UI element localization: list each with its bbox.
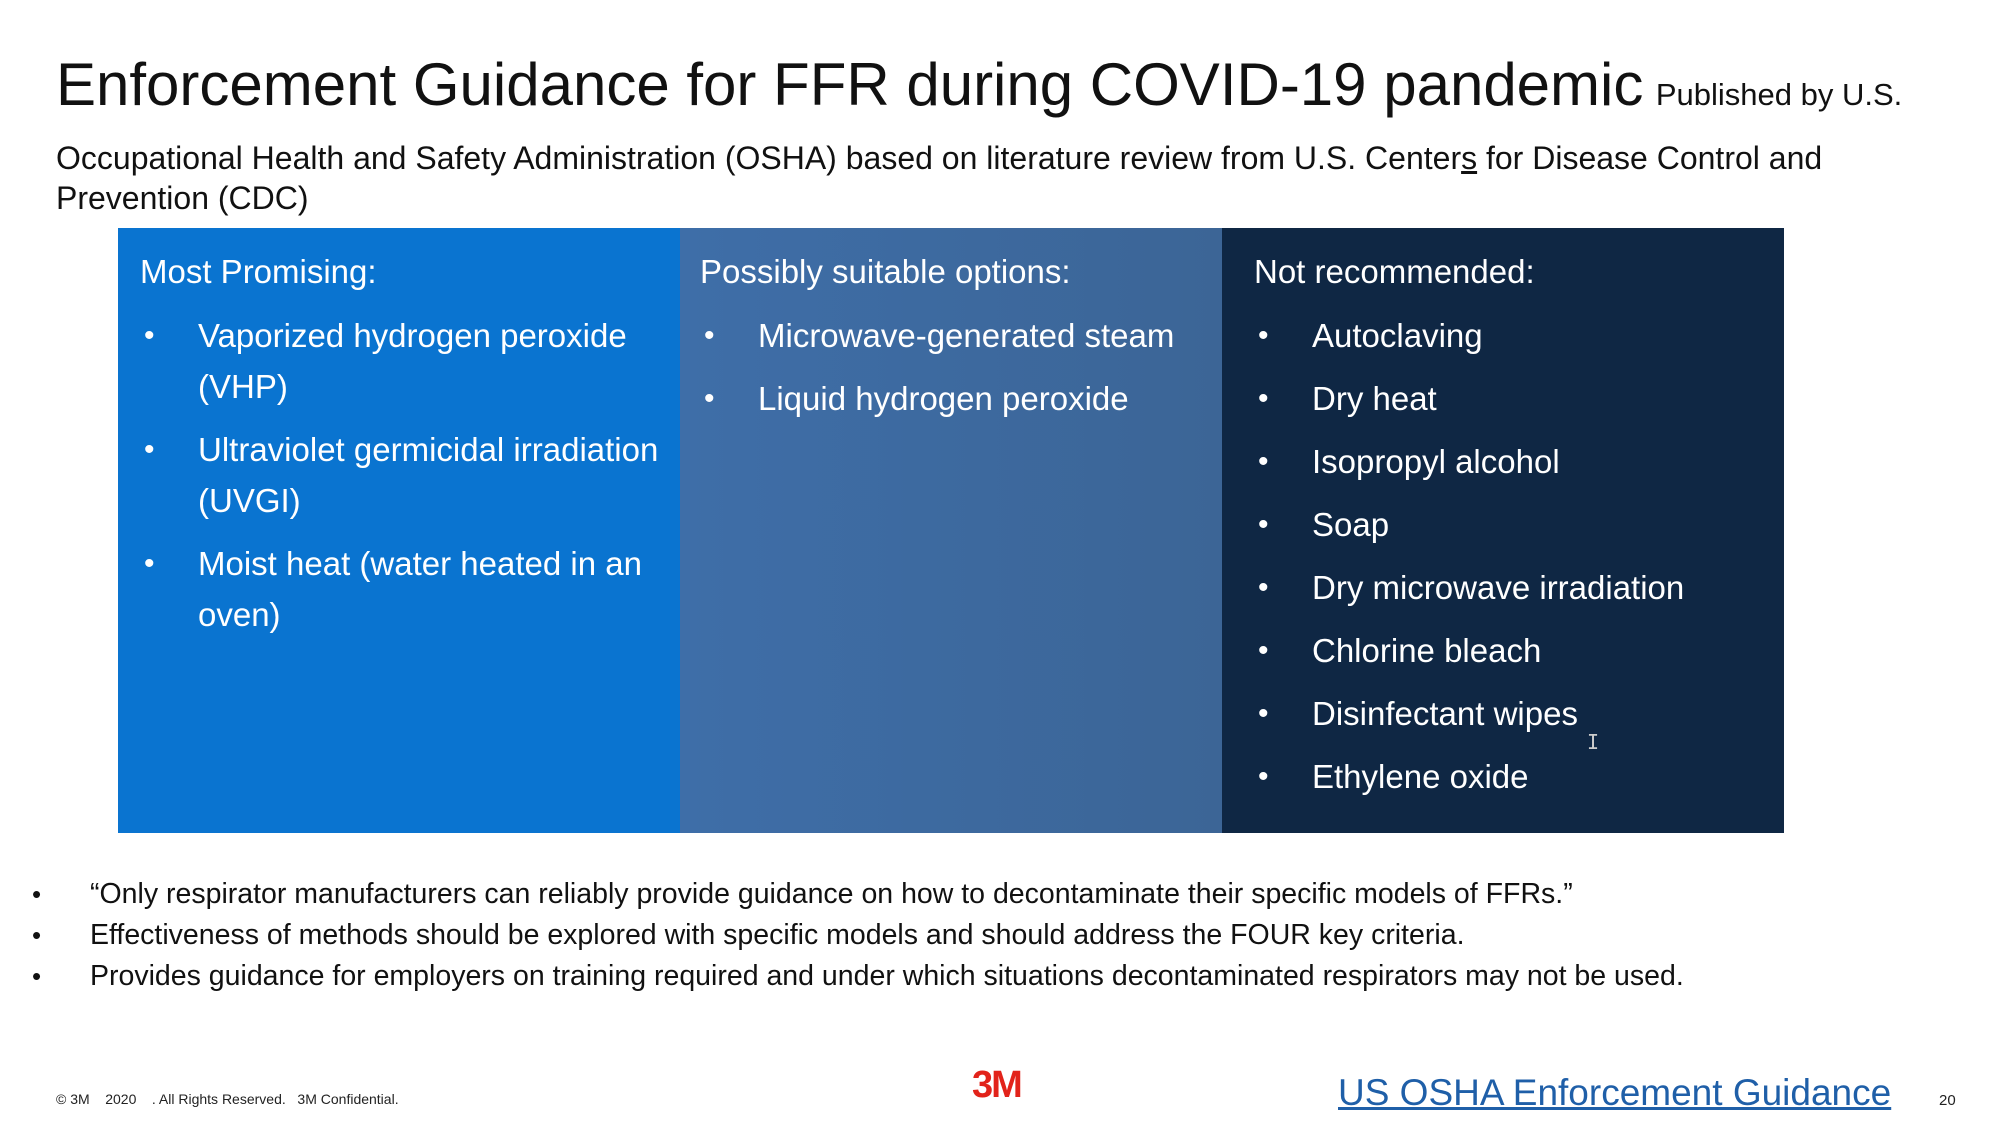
list-item-text: Isopropyl alcohol	[1312, 443, 1560, 480]
list-item: • Chlorine bleach	[1254, 625, 1764, 676]
panel-list: • Microwave-generated steam • Liquid hydro…	[700, 310, 1202, 424]
bullet-icon: •	[1258, 697, 1269, 730]
subtitle-part2: for Disease Control and Prevention (CDC)	[56, 140, 1823, 216]
subtitle-underlined: s	[1461, 140, 1478, 176]
list-item: • Microwave-generated steam	[700, 310, 1202, 361]
panel-heading: Possibly suitable options:	[700, 253, 1071, 290]
slide-subtitle: Occupational Health and Safety Administr…	[56, 138, 1916, 218]
bullet-icon: •	[704, 319, 715, 352]
title-line: Enforcement Guidance for FFR during COVI…	[56, 48, 1966, 138]
panel-not-recommended: Not recommended: • Autoclaving • Dry heat …	[1222, 228, 1784, 833]
text-cursor-icon: I	[1587, 730, 1600, 754]
3m-logo: 3M	[972, 1064, 1023, 1106]
bullet-icon: •	[704, 382, 715, 415]
bullet-icon: •	[1258, 508, 1269, 541]
note-item: • Provides guidance for employers on trai…	[30, 956, 1930, 997]
list-item: • Dry heat	[1254, 373, 1764, 424]
list-item: • Disinfectant wipes	[1254, 688, 1764, 739]
panel-list: • Autoclaving • Dry heat • Isopropyl alcoho…	[1254, 310, 1764, 802]
bullet-icon: •	[32, 920, 42, 950]
list-item-text: Dry microwave irradiation	[1312, 569, 1685, 606]
panel-list: • Vaporized hydrogen peroxide (VHP) • Ultr…	[140, 310, 660, 640]
page-number: 20	[1939, 1092, 1956, 1109]
slide-title: Enforcement Guidance for FFR during COVI…	[56, 51, 1644, 118]
bullet-icon: •	[1258, 382, 1269, 415]
osha-guidance-link[interactable]: US OSHA Enforcement Guidance	[1338, 1072, 1892, 1113]
list-item: • Ultraviolet germicidal irradiation (UVG…	[140, 424, 660, 526]
note-text: Effectiveness of methods should be explo…	[90, 919, 1465, 951]
list-item-text: Moist heat (water heated in an oven)	[198, 545, 642, 633]
list-item-text: Ethylene oxide	[1312, 758, 1529, 795]
slide-header: Enforcement Guidance for FFR during COVI…	[56, 48, 1966, 218]
list-item-text: Dry heat	[1312, 380, 1437, 417]
bullet-icon: •	[1258, 634, 1269, 667]
panel-heading: Not recommended:	[1254, 253, 1535, 290]
note-item: • Effectiveness of methods should be expl…	[30, 915, 1930, 956]
bullet-icon: •	[144, 547, 155, 580]
bullet-icon: •	[1258, 571, 1269, 604]
bullet-icon: •	[144, 433, 155, 466]
panel-most-promising: Most Promising: • Vaporized hydrogen pero…	[118, 228, 680, 833]
list-item: • Moist heat (water heated in an oven)	[140, 538, 660, 640]
list-item-text: Autoclaving	[1312, 317, 1483, 354]
bullet-icon: •	[32, 879, 42, 909]
notes-list: • “Only respirator manufacturers can reli…	[30, 874, 1930, 997]
list-item: • Liquid hydrogen peroxide	[700, 373, 1202, 424]
subtitle-part1: Occupational Health and Safety Administr…	[56, 140, 1462, 176]
list-item: • Ethylene oxide	[1254, 751, 1764, 802]
note-text: “Only respirator manufacturers can relia…	[90, 878, 1573, 910]
list-item: • Soap	[1254, 499, 1764, 550]
list-item-text: Disinfectant wipes	[1312, 695, 1578, 732]
panel-heading: Most Promising:	[140, 253, 377, 290]
note-item: • “Only respirator manufacturers can reli…	[30, 874, 1930, 915]
list-item: • Autoclaving	[1254, 310, 1764, 361]
list-item: • Isopropyl alcohol	[1254, 436, 1764, 487]
bullet-icon: •	[32, 961, 42, 991]
bullet-icon: •	[1258, 319, 1269, 352]
bullet-icon: •	[144, 319, 155, 352]
list-item: • Vaporized hydrogen peroxide (VHP)	[140, 310, 660, 412]
bullet-icon: •	[1258, 760, 1269, 793]
list-item-text: Ultraviolet germicidal irradiation (UVGI…	[198, 431, 659, 519]
panel-possibly-suitable: Possibly suitable options: • Microwave-ge…	[680, 228, 1222, 833]
note-text: Provides guidance for employers on train…	[90, 960, 1684, 992]
list-item-text: Soap	[1312, 506, 1390, 543]
footer-copyright: © 3M 2020 . All Rights Reserved. 3M Conf…	[56, 1091, 399, 1107]
list-item-text: Microwave-generated steam	[758, 317, 1175, 354]
bullet-icon: •	[1258, 445, 1269, 478]
list-item: • Dry microwave irradiation	[1254, 562, 1764, 613]
list-item-text: Liquid hydrogen peroxide	[758, 380, 1129, 417]
subtitle-lead: Published by U.S.	[1655, 77, 1903, 112]
list-item-text: Chlorine bleach	[1312, 632, 1542, 669]
list-item-text: Vaporized hydrogen peroxide (VHP)	[198, 317, 627, 405]
